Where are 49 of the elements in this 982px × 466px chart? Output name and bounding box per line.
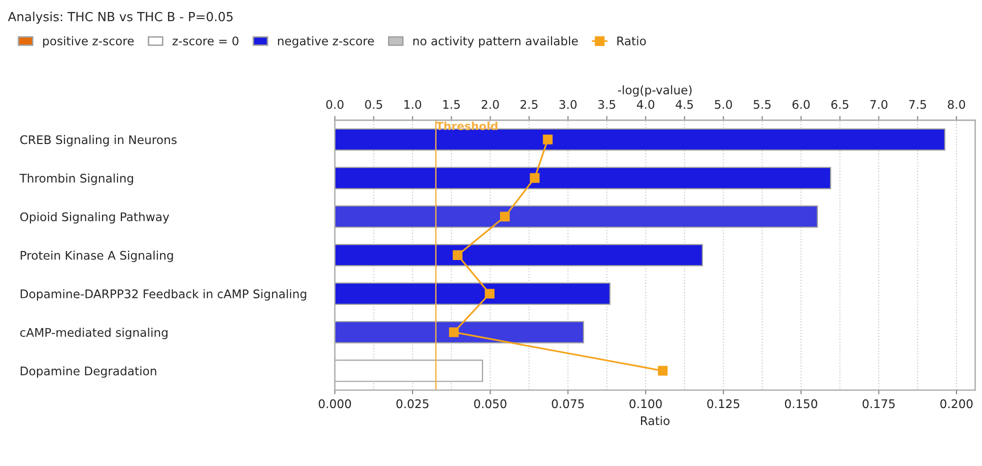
x2-axis-title: Ratio [641, 416, 670, 426]
x-tick-label: 0.0 [326, 100, 344, 109]
x-tick-label: 2.0 [482, 100, 499, 109]
x2-tick-label: 0.000 [318, 399, 351, 408]
x2-tick-label: 0.050 [474, 399, 506, 408]
legend-label: negative z-score [278, 36, 374, 48]
point [658, 366, 668, 376]
point [530, 173, 540, 183]
point [452, 250, 462, 260]
x2-tick-label: 0.175 [862, 399, 895, 408]
y-tick-label: Opioid Signaling Pathway [20, 212, 170, 224]
y-tick-label: Thrombin Signaling [20, 174, 134, 185]
y-tick-label: Dopamine Degradation [20, 366, 156, 378]
x2-tick-label: 0.100 [630, 399, 662, 408]
x-tick-label: 6.5 [831, 100, 848, 109]
x2-tick-label: 0.150 [784, 399, 818, 408]
x2-tick-label: 0.075 [552, 399, 584, 408]
legend-label: z-score = 0 [172, 36, 238, 46]
x-tick-label: 4.5 [676, 100, 693, 109]
x-tick-label: 2.5 [520, 100, 538, 109]
legend-label: no activity pattern available [413, 36, 578, 48]
x-tick-label: 3.0 [559, 100, 577, 109]
y-tick-label: CREB Signaling in Neurons [20, 135, 177, 146]
x-tick-label: 8.0 [948, 100, 966, 109]
x-tick-label: 5.5 [754, 100, 771, 109]
x-tick-label: 0.5 [365, 100, 382, 109]
y-tick-label: cAMP-mediated signaling [20, 328, 168, 340]
x-tick-label: 1.0 [404, 100, 422, 109]
text: Analysis: THC NB vs THC B - P=0.05 [8, 12, 233, 24]
x-tick-label: 7.5 [909, 100, 926, 109]
x-axis-title: -log(p-value) [618, 85, 692, 97]
point [449, 327, 459, 338]
x2-tick-label: 0.125 [707, 399, 740, 408]
x2-tick-label: 0.025 [396, 399, 428, 408]
x2-tick-label: 0.200 [940, 399, 973, 408]
point [500, 212, 510, 222]
x-tick-label: 7.0 [870, 100, 888, 109]
ref-line-label: Threshold [436, 122, 498, 130]
point [542, 134, 553, 144]
x-tick-label: 5.0 [714, 100, 732, 109]
point [484, 288, 495, 299]
y-tick-label: Protein Kinase A Signaling [20, 250, 173, 262]
x-tick-label: 6.0 [792, 100, 810, 109]
legend-label: positive z-score [43, 36, 134, 48]
legend-label: Ratio [617, 36, 646, 46]
x-tick-label: 3.5 [598, 100, 616, 109]
y-tick-label: Dopamine-DARPP32 Feedback in cAMP Signaling [20, 289, 306, 301]
x-tick-label: 4.0 [636, 100, 654, 109]
x-tick-label: 1.5 [443, 100, 460, 109]
